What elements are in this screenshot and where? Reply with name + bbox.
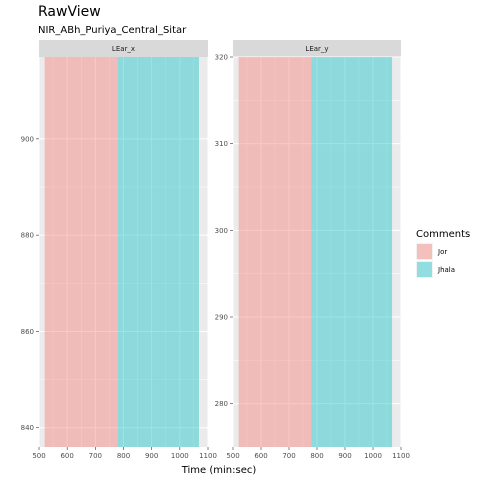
y-tick-label: 300 <box>215 227 228 235</box>
region-jhala <box>117 57 199 447</box>
legend-item-jor: Jor <box>416 243 447 260</box>
facet-strip-label: LEar_x <box>112 45 135 53</box>
x-tick-label: 800 <box>117 452 130 460</box>
legend-item-jhala: Jhala <box>416 261 455 278</box>
x-tick-label: 1000 <box>364 452 382 460</box>
facet-panels: LEar_x 500 600 700 800 900 1000 1100 840 860 880 90… <box>21 40 410 460</box>
facet-LEar_x: LEar_x 500 600 700 800 900 1000 1100 840 860 880 90… <box>21 40 217 460</box>
x-tick-label: 1100 <box>199 452 217 460</box>
x-tick-label: 700 <box>89 452 102 460</box>
x-tick-label: 600 <box>254 452 267 460</box>
facet-LEar_y: LEar_y 500 600 700 800 900 1000 1100 280 290 300 31… <box>215 40 410 460</box>
x-tick-label: 1100 <box>392 452 410 460</box>
region-jor <box>238 57 312 447</box>
x-tick-label: 500 <box>226 452 239 460</box>
y-tick-label: 900 <box>21 135 34 143</box>
legend-key-swatch <box>417 262 432 277</box>
facet-strip <box>233 40 401 57</box>
x-tick-label: 900 <box>338 452 351 460</box>
x-tick-label: 900 <box>145 452 158 460</box>
y-tick-label: 880 <box>21 232 34 240</box>
x-tick-label: 700 <box>282 452 295 460</box>
y-tick-label: 320 <box>215 54 228 62</box>
chart-subtitle: NIR_ABh_Puriya_Central_Sitar <box>38 25 187 36</box>
facet-strip-label: LEar_y <box>305 45 328 53</box>
x-tick-label: 800 <box>310 452 323 460</box>
legend-label: Jhala <box>437 266 455 274</box>
legend-key-background <box>416 243 433 260</box>
y-tick-label: 310 <box>215 140 228 148</box>
legend-key-background <box>416 261 433 278</box>
legend: Comments Jor Jhala <box>416 229 470 278</box>
region-jor <box>44 57 118 447</box>
region-jhala <box>311 57 393 447</box>
legend-label: Jor <box>437 248 447 256</box>
legend-title: Comments <box>416 229 470 240</box>
legend-key-swatch <box>417 244 432 259</box>
y-tick-label: 840 <box>21 424 34 432</box>
y-tick-label: 860 <box>21 328 34 336</box>
chart-title: RawView <box>38 4 101 20</box>
legend-items: Jor Jhala <box>416 243 455 278</box>
x-axis-title: Time (min:sec) <box>181 465 257 476</box>
y-tick-label: 290 <box>215 314 228 322</box>
facet-strip <box>39 40 208 57</box>
x-tick-label: 500 <box>32 452 45 460</box>
y-tick-label: 280 <box>215 400 228 408</box>
x-tick-label: 600 <box>60 452 73 460</box>
x-tick-label: 1000 <box>171 452 189 460</box>
